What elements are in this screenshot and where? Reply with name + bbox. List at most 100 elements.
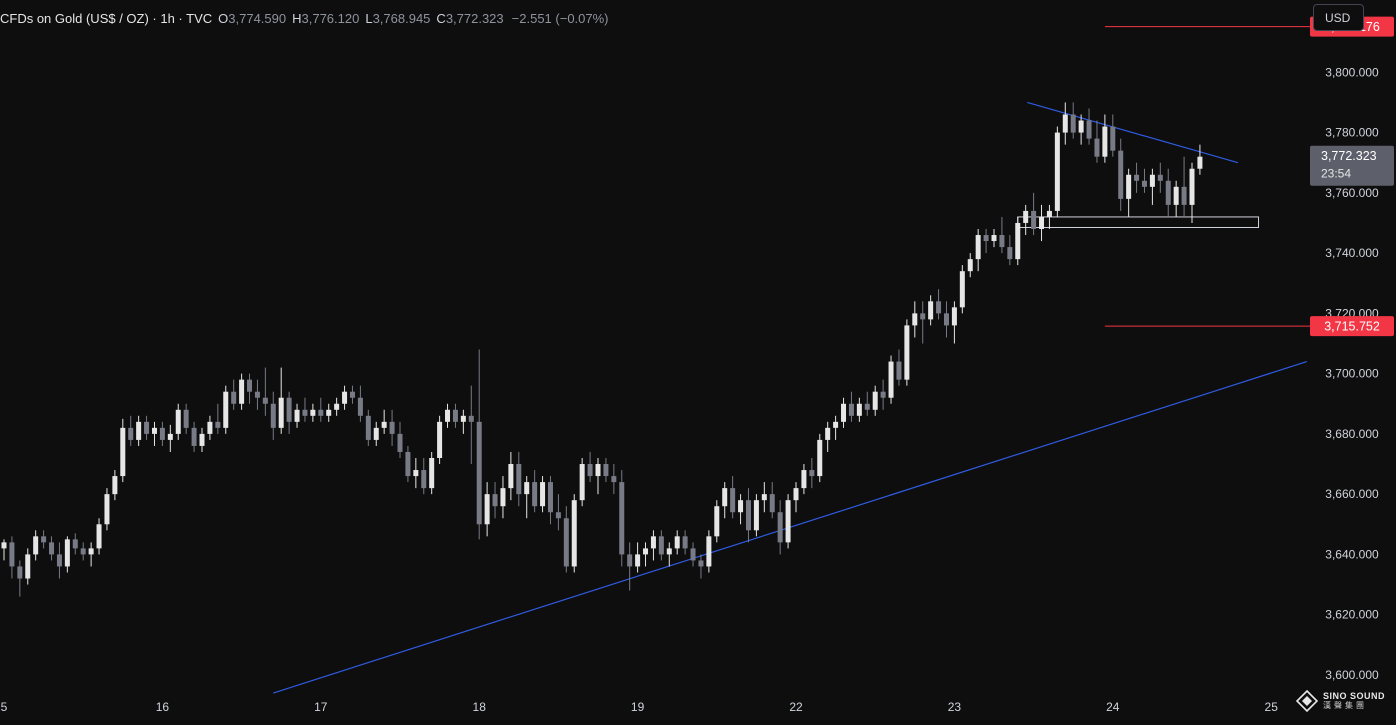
candle	[1126, 168, 1132, 217]
x-tick-label: 19	[631, 700, 645, 714]
candle	[349, 385, 355, 404]
candle-body	[278, 397, 284, 428]
y-tick-label: 3,620.000	[1325, 608, 1379, 622]
candle-body	[270, 403, 276, 428]
candle	[239, 373, 245, 410]
candle-body	[1149, 174, 1155, 187]
candle-body	[452, 409, 458, 422]
candle-body	[247, 379, 253, 392]
candle	[928, 295, 934, 326]
candle-body	[761, 494, 767, 501]
candle	[1149, 168, 1155, 205]
candle	[49, 536, 55, 561]
candle-body	[587, 464, 593, 477]
candle-body	[405, 451, 411, 477]
candle-body	[595, 464, 601, 477]
candle	[270, 391, 276, 440]
candle-body	[25, 554, 31, 579]
candle	[72, 533, 78, 555]
candle-body	[1007, 247, 1013, 260]
candle	[532, 470, 538, 513]
candle	[1007, 235, 1013, 266]
candle-body	[1086, 120, 1092, 139]
candle	[611, 464, 617, 495]
candle	[603, 457, 609, 483]
candle	[1, 539, 7, 561]
y-tick-label: 3,740.000	[1325, 246, 1379, 260]
candle-body	[936, 301, 942, 314]
candle-body	[175, 409, 181, 434]
candle-body	[413, 470, 419, 477]
support-price-label: 3,715.752	[1310, 316, 1394, 337]
candle	[405, 445, 411, 483]
candle-body	[437, 421, 443, 458]
candle-body	[1102, 126, 1108, 157]
candle	[365, 409, 371, 446]
candle	[547, 476, 553, 525]
candle	[587, 451, 593, 483]
candle	[714, 500, 720, 543]
candle-body	[817, 439, 823, 477]
candle-body	[841, 403, 847, 422]
close-label: C	[436, 10, 446, 26]
countdown-timer: 23:54	[1321, 167, 1351, 181]
candle	[468, 385, 474, 465]
candle	[722, 482, 728, 519]
candle	[991, 228, 997, 248]
x-tick-label: 16	[156, 700, 170, 714]
candle	[1141, 168, 1147, 193]
candle-body	[603, 464, 609, 477]
candle	[516, 451, 522, 507]
y-tick-label: 3,800.000	[1325, 65, 1379, 79]
consolidation-zone	[1017, 216, 1260, 228]
symbol-title[interactable]: CFDs on Gold (US$ / OZ) · 1h · TVC	[0, 10, 213, 26]
candle-body	[88, 548, 94, 555]
candle	[1031, 192, 1037, 236]
candle-body	[1197, 156, 1203, 169]
candle-body	[1181, 186, 1187, 205]
candle	[1181, 156, 1187, 217]
candle-body	[1062, 114, 1068, 133]
candle	[144, 415, 150, 440]
y-tick-label: 3,700.000	[1325, 367, 1379, 381]
candle-body	[738, 500, 744, 513]
candle	[777, 500, 783, 555]
candle-body	[167, 433, 173, 440]
candle-body	[1039, 216, 1045, 229]
x-tick-label: 18	[473, 700, 487, 714]
candle	[920, 301, 926, 344]
candle-body	[674, 536, 680, 549]
currency-button[interactable]: USD	[1313, 4, 1364, 31]
candle	[389, 409, 395, 446]
candle	[318, 397, 324, 422]
candle-body	[1070, 114, 1076, 133]
candle	[278, 367, 284, 434]
candle-body	[1134, 174, 1140, 181]
candle-body	[643, 548, 649, 555]
candle-body	[9, 542, 15, 567]
candle	[730, 476, 736, 519]
candle	[872, 385, 878, 416]
trendline-falling-resistance	[1027, 101, 1239, 164]
candle-body	[627, 554, 633, 567]
candle-body	[128, 427, 134, 440]
candle	[912, 301, 918, 338]
high-label: H	[292, 10, 302, 26]
candle	[167, 424, 173, 452]
candle	[151, 421, 157, 446]
candle	[738, 494, 744, 525]
candle-body	[239, 379, 245, 404]
low-value: 3,768.945	[372, 10, 431, 26]
candle	[159, 421, 165, 446]
candle-body	[920, 313, 926, 320]
watermark-line-2: 漢聲集團	[1323, 701, 1367, 710]
candle	[658, 530, 664, 561]
candle	[999, 216, 1005, 254]
candle	[856, 397, 862, 422]
candle-body	[904, 325, 910, 380]
candle-body	[183, 409, 189, 428]
candle	[1039, 204, 1045, 242]
candle-body	[120, 427, 126, 477]
candle	[635, 542, 641, 573]
